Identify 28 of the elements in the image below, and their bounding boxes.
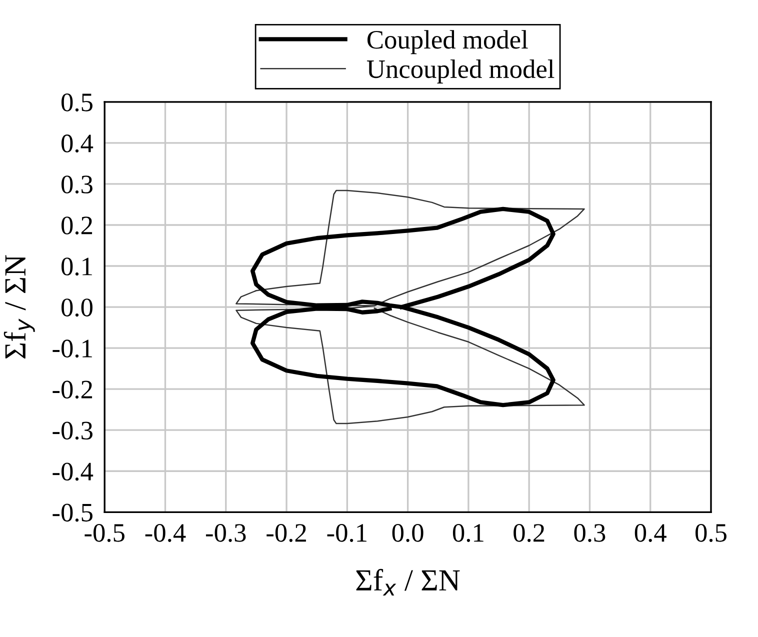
- y-tick-label: -0.4: [52, 462, 94, 481]
- x-tick-label: 0.5: [696, 524, 726, 542]
- y-tick-label: -0.2: [52, 380, 92, 399]
- x-tick-label: -0.3: [206, 524, 246, 542]
- x-tick-label: -0.5: [84, 524, 124, 542]
- y-tick-label: 0.2: [62, 216, 92, 235]
- x-tick-label: -0.4: [145, 524, 186, 542]
- y-tick-label: 0.5: [62, 94, 92, 112]
- y-tick-label: 0.1: [62, 258, 92, 276]
- y-tick-label: -0.1: [52, 340, 92, 358]
- y-tick-label: 0.0: [62, 298, 92, 317]
- x-tick-label: -0.2: [266, 524, 306, 542]
- x-tick-label: 0.1: [452, 524, 484, 542]
- y-tick-label: 0.3: [62, 176, 92, 194]
- x-tick-label: 0.4: [634, 524, 666, 542]
- x-tick-label: -0.1: [327, 524, 366, 542]
- x-axis-title: Σf$_{x}$ / ΣN: [356, 568, 460, 596]
- y-tick-label: 0.4: [62, 134, 94, 152]
- line-series: [236, 190, 585, 424]
- x-tick-label: 0.3: [574, 524, 606, 542]
- x-tick-label: 0.0: [392, 524, 424, 542]
- y-tick-label: -0.3: [52, 422, 92, 440]
- line-series: [250, 206, 556, 408]
- legend-label: Uncoupled model: [366, 60, 554, 84]
- y-tick-label: -0.5: [52, 504, 92, 522]
- x-tick-label: 0.2: [514, 524, 544, 542]
- y-axis-title: Σf$_{y}$ / ΣN: [4, 255, 35, 359]
- legend-label: Coupled model: [367, 30, 528, 54]
